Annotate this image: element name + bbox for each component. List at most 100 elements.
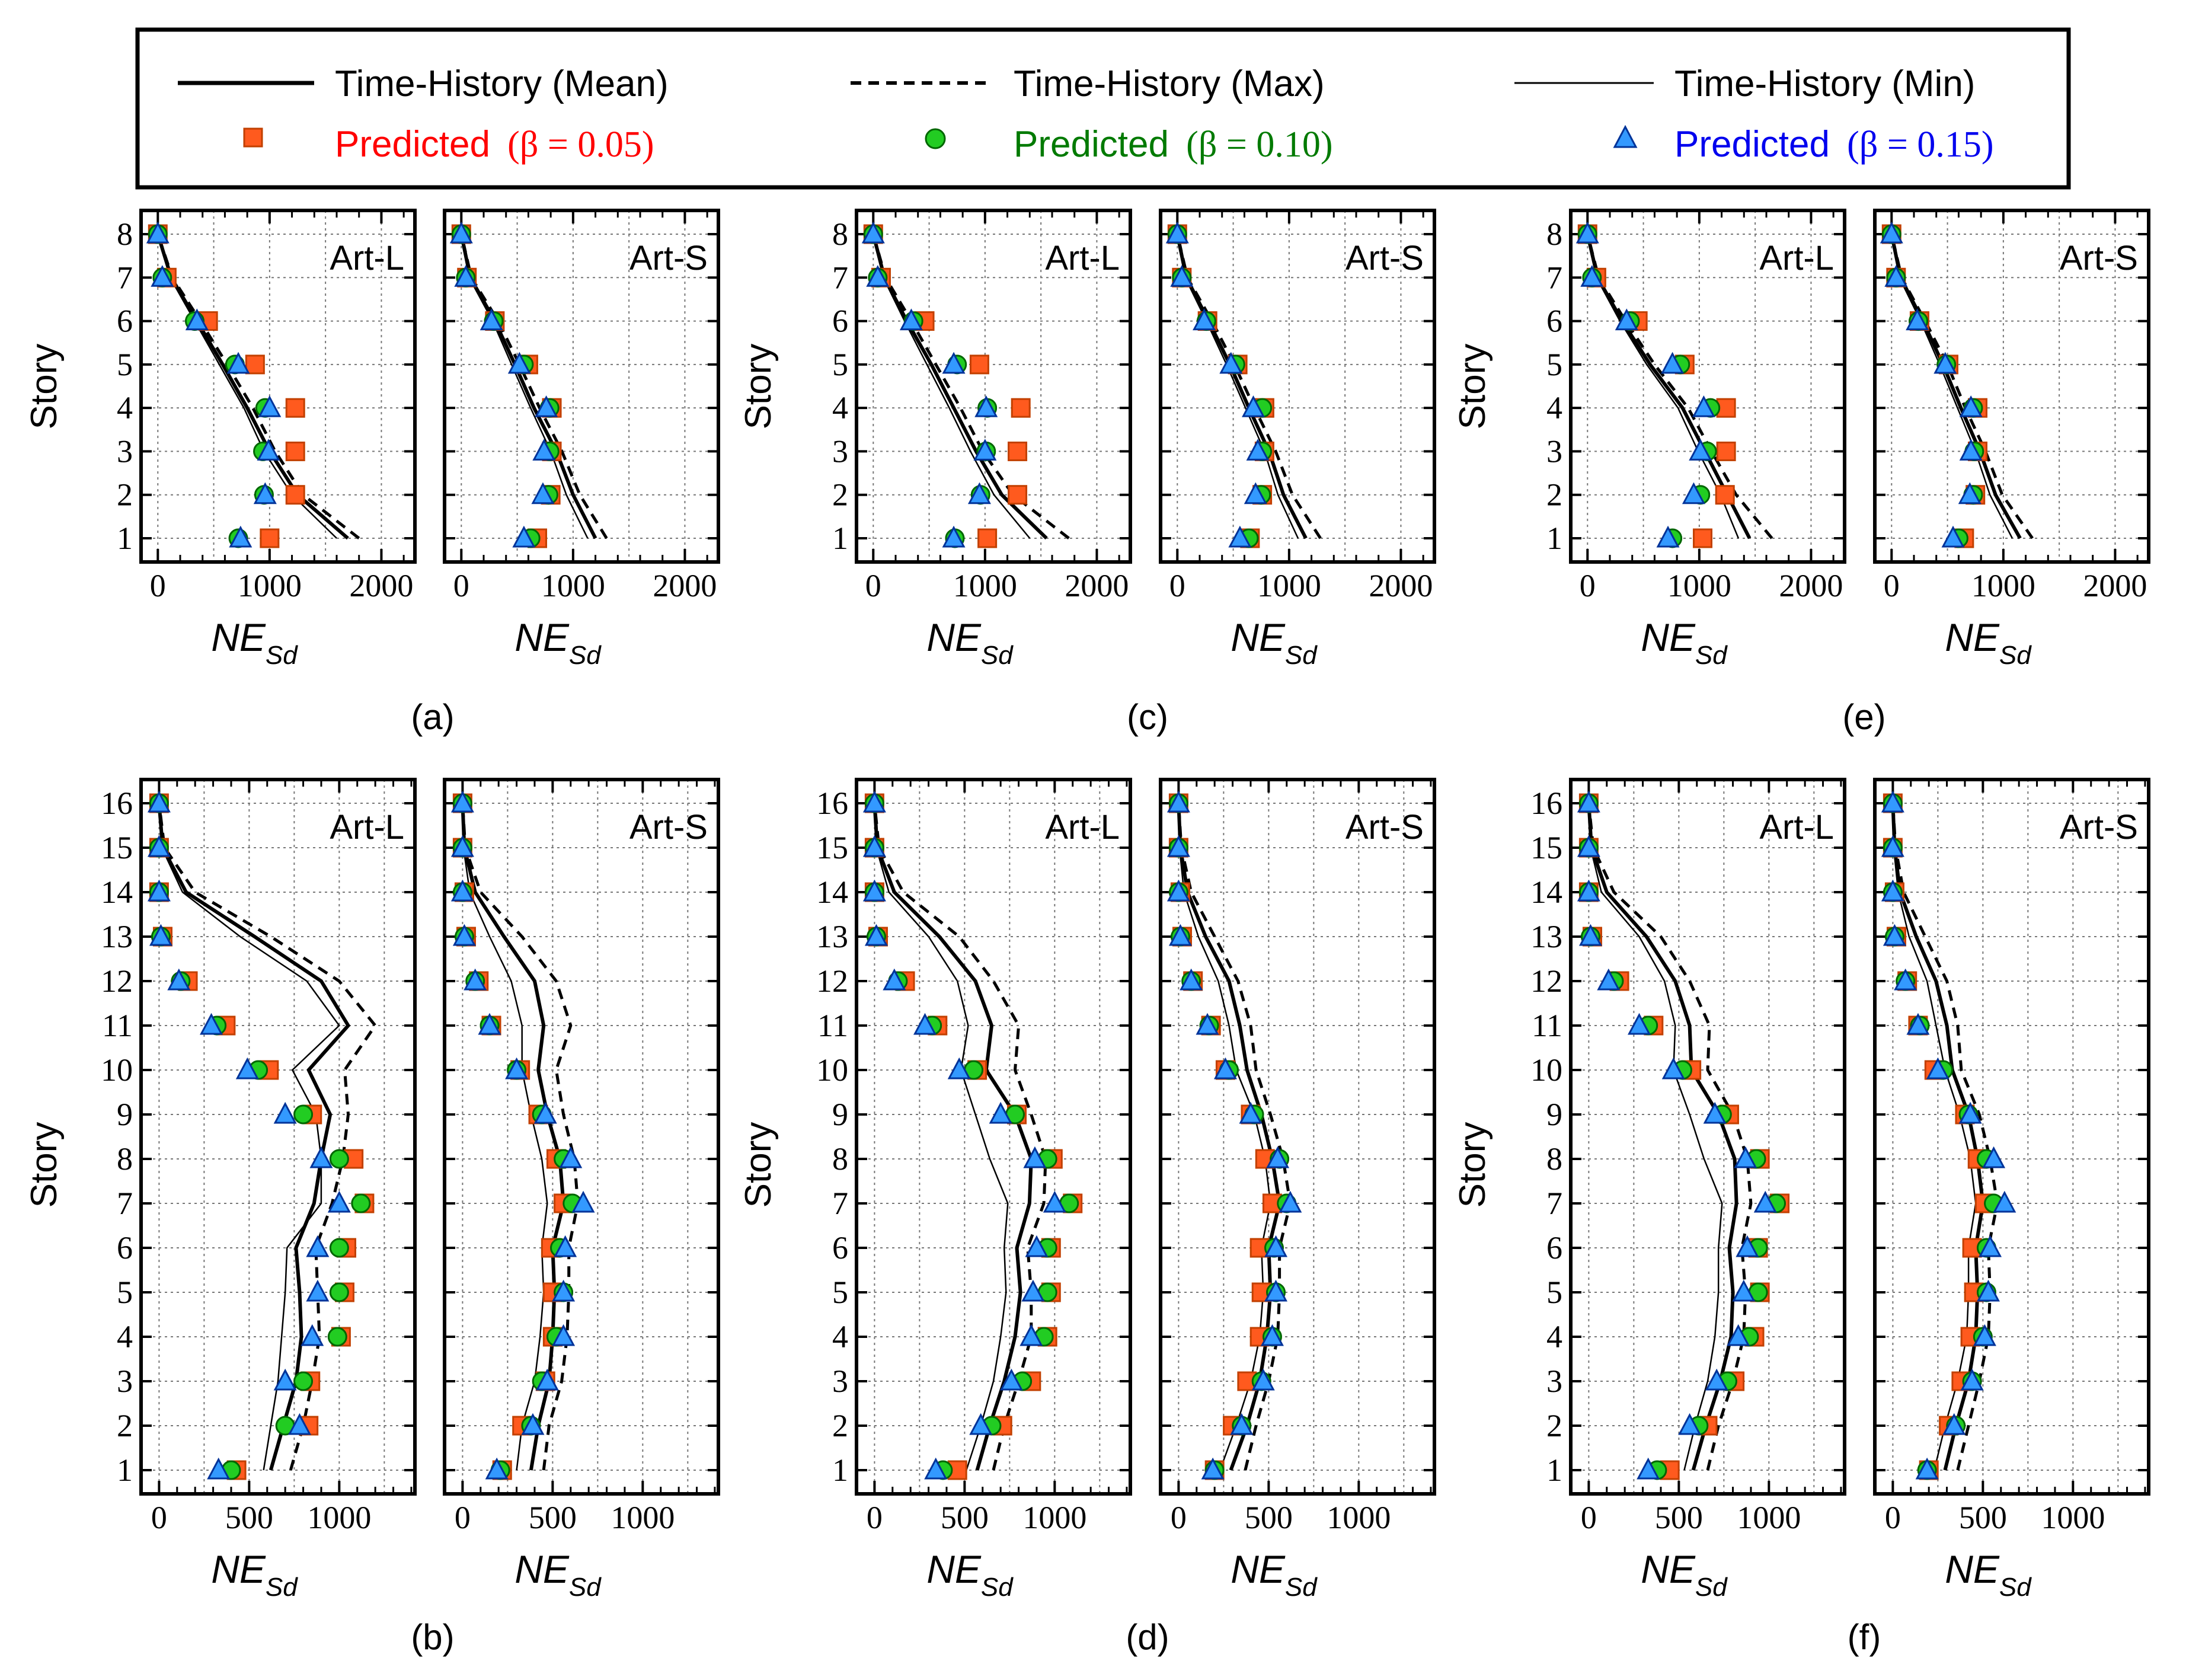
legend-triangle-marker	[1613, 124, 1638, 148]
series-line-max	[1175, 234, 1322, 539]
marker-beta-010	[329, 1282, 349, 1302]
x-tick-label: 0	[867, 1500, 883, 1535]
y-tick-label: 11	[102, 1008, 133, 1043]
legend-b010-label: Predicted (β = 0.10)	[1014, 124, 1332, 165]
marker-beta-015	[146, 221, 170, 244]
marker-beta-015	[450, 879, 474, 902]
marker-beta-015	[1705, 1368, 1728, 1391]
series-line-mean	[1891, 803, 1985, 1471]
marker-beta-015	[1260, 1324, 1284, 1346]
marker-beta-015	[1661, 1057, 1685, 1079]
marker-beta-015	[257, 439, 280, 461]
x-axis-title-main: NE	[1231, 1547, 1286, 1591]
marker-beta-015	[1166, 790, 1190, 813]
marker-beta-015	[552, 1279, 576, 1302]
marker-beta-015	[1689, 439, 1712, 461]
x-tick-label: 0	[1884, 568, 1900, 603]
x-axis-title-sub: Sd	[1285, 641, 1318, 670]
x-tick-label: 500	[1245, 1500, 1293, 1535]
y-tick-label: 2	[117, 1408, 133, 1443]
panel-title: Art-L	[330, 239, 404, 277]
panel-frame	[139, 778, 417, 1496]
x-axis-title-sub: Sd	[1285, 1573, 1318, 1602]
x-axis-title-sub: Sd	[1695, 1573, 1728, 1602]
marker-beta-015	[1732, 1279, 1756, 1302]
marker-beta-015	[1881, 790, 1904, 813]
x-axis-title: NESd	[1641, 1547, 1728, 1602]
y-tick-label: 4	[832, 1319, 848, 1355]
marker-beta-010	[351, 1193, 371, 1213]
y-tick-label: 6	[117, 304, 133, 339]
x-tick-label: 1000	[307, 1500, 371, 1535]
marker-beta-015	[1692, 395, 1715, 417]
marker-beta-015	[147, 835, 171, 857]
marker-beta-015	[531, 482, 555, 504]
series-line-mean	[156, 234, 349, 540]
series-line-max	[1587, 803, 1753, 1471]
y-tick-label: 7	[832, 1186, 848, 1221]
subfigure-label: (c)	[1127, 697, 1168, 737]
marker-beta-015	[1703, 1101, 1727, 1124]
y-tick-label: 13	[1530, 919, 1562, 954]
panel-title: Art-L	[1045, 239, 1120, 277]
legend-b015-word: Predicted	[1674, 124, 1830, 165]
x-tick-label: 0	[151, 1500, 167, 1535]
marker-beta-015	[507, 352, 531, 374]
marker-beta-015	[862, 835, 886, 857]
legend-b015-beta: (β = 0.15)	[1847, 124, 1993, 165]
x-axis-title-main: NE	[1945, 615, 2000, 659]
marker-beta-015	[480, 308, 503, 331]
x-axis-title: NESd	[211, 615, 298, 670]
x-axis-title: NESd	[1231, 1547, 1318, 1602]
y-tick-label: 5	[117, 1275, 133, 1310]
y-tick-label: 6	[832, 304, 848, 339]
y-tick-label: 9	[1546, 1097, 1562, 1132]
x-axis-title-sub: Sd	[266, 1573, 298, 1602]
marker-beta-015	[1656, 525, 1680, 548]
subfigure-label: (b)	[411, 1617, 454, 1657]
subfigure-label: (d)	[1126, 1617, 1169, 1657]
legend-circle-marker	[925, 128, 946, 149]
panel-frame	[855, 778, 1132, 1496]
x-tick-label: 500	[1959, 1500, 2007, 1535]
legend-min-label: Time-History (Min)	[1674, 63, 1975, 104]
series-line-min	[1892, 803, 1977, 1471]
marker-beta-015	[1239, 1101, 1263, 1124]
y-tick-label: 11	[817, 1008, 848, 1043]
marker-beta-015	[454, 265, 478, 287]
series-line-min	[874, 803, 1009, 1471]
marker-beta-015	[1982, 1146, 2006, 1168]
marker-beta-015	[1894, 968, 1917, 991]
y-tick-label: 16	[1530, 785, 1562, 821]
marker-beta-015	[1933, 352, 1957, 374]
marker-beta-015	[1020, 1324, 1043, 1346]
marker-beta-015	[1219, 352, 1243, 374]
marker-beta-015	[1727, 1324, 1750, 1346]
y-tick-label: 3	[832, 1363, 848, 1399]
marker-beta-005	[1008, 441, 1028, 461]
marker-beta-005	[977, 528, 998, 548]
y-tick-label: 2	[1546, 477, 1562, 513]
y-tick-label: 12	[1530, 963, 1562, 999]
y-tick-label: 8	[117, 1141, 133, 1177]
y-axis-title: Story	[738, 344, 779, 430]
y-tick-label: 3	[117, 1363, 133, 1399]
y-tick-label: 1	[1546, 1452, 1562, 1488]
x-axis-title-sub: Sd	[981, 1573, 1014, 1602]
x-tick-label: 2000	[349, 568, 413, 603]
marker-beta-005	[1715, 485, 1735, 505]
x-tick-label: 1000	[1667, 568, 1731, 603]
series-line-mean	[461, 803, 565, 1471]
y-tick-label: 1	[117, 1452, 133, 1488]
series-line-max	[1586, 234, 1773, 539]
panel-title: Art-L	[1045, 808, 1120, 847]
marker-beta-015	[273, 1368, 297, 1391]
y-tick-label: 15	[816, 830, 848, 865]
y-tick-label: 7	[117, 260, 133, 295]
x-tick-label: 0	[1169, 568, 1185, 603]
panel-art-s: 0 1000 2000 Art-S NESd	[1159, 209, 1436, 670]
x-axis-title: NESd	[1641, 615, 1728, 670]
marker-beta-015	[235, 1057, 259, 1079]
